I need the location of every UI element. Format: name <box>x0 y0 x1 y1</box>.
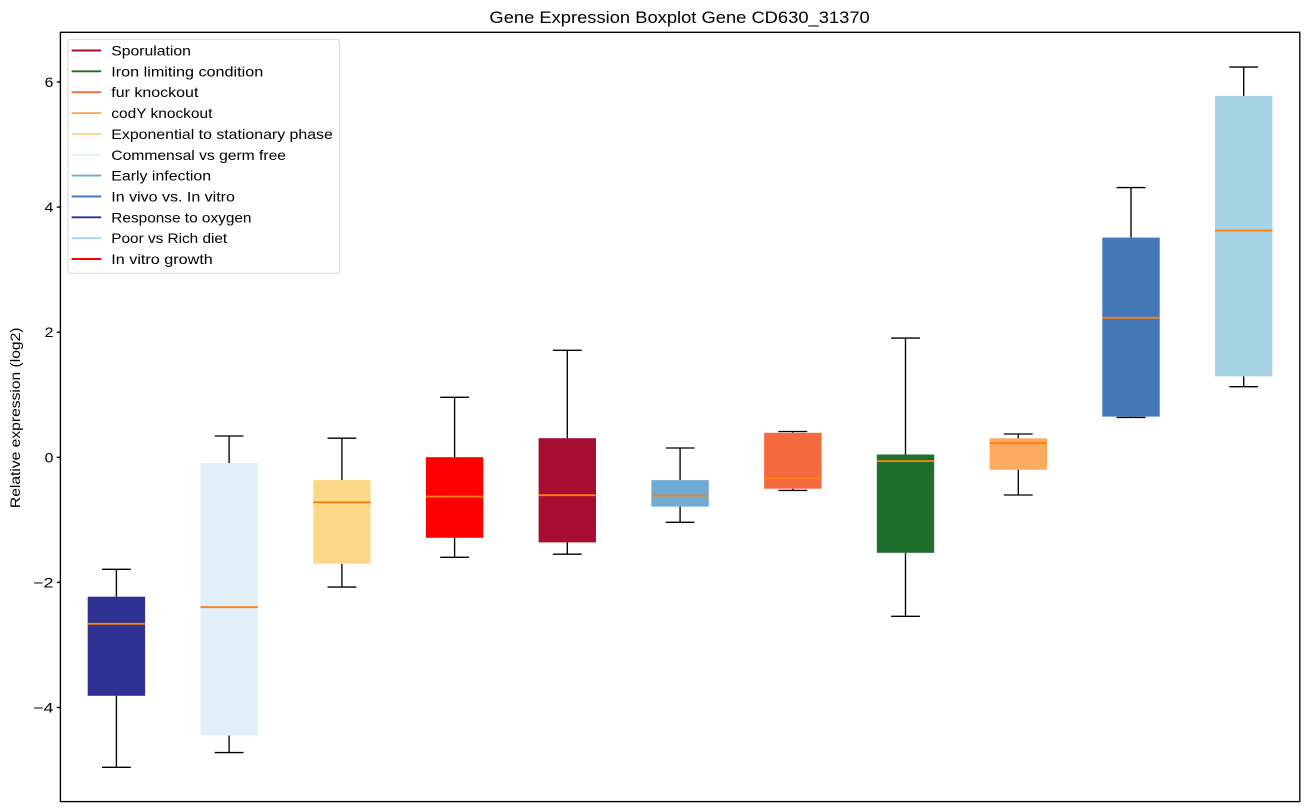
svg-text:−4: −4 <box>33 700 54 716</box>
svg-text:fur knockout: fur knockout <box>111 84 198 100</box>
svg-text:−2: −2 <box>33 574 54 590</box>
svg-text:Exponential to stationary phas: Exponential to stationary phase <box>111 126 333 142</box>
svg-text:Relative expression (log2): Relative expression (log2) <box>7 327 23 508</box>
svg-text:codY knockout: codY knockout <box>111 105 212 121</box>
svg-text:6: 6 <box>45 74 54 90</box>
svg-text:Commensal vs germ free: Commensal vs germ free <box>111 147 286 163</box>
svg-text:Iron limiting condition: Iron limiting condition <box>111 63 263 79</box>
svg-text:Gene Expression Boxplot Gene C: Gene Expression Boxplot Gene CD630_31370 <box>489 8 869 27</box>
svg-text:Early infection: Early infection <box>111 168 211 184</box>
svg-text:Sporulation: Sporulation <box>111 43 191 59</box>
svg-text:Poor vs Rich diet: Poor vs Rich diet <box>111 230 227 246</box>
svg-text:In vivo vs. In vitro: In vivo vs. In vitro <box>111 189 235 205</box>
svg-text:Response to oxygen: Response to oxygen <box>111 209 251 225</box>
svg-text:In vitro growth: In vitro growth <box>111 251 213 267</box>
svg-text:2: 2 <box>45 324 54 340</box>
svg-text:0: 0 <box>45 449 54 465</box>
svg-text:4: 4 <box>45 199 54 215</box>
